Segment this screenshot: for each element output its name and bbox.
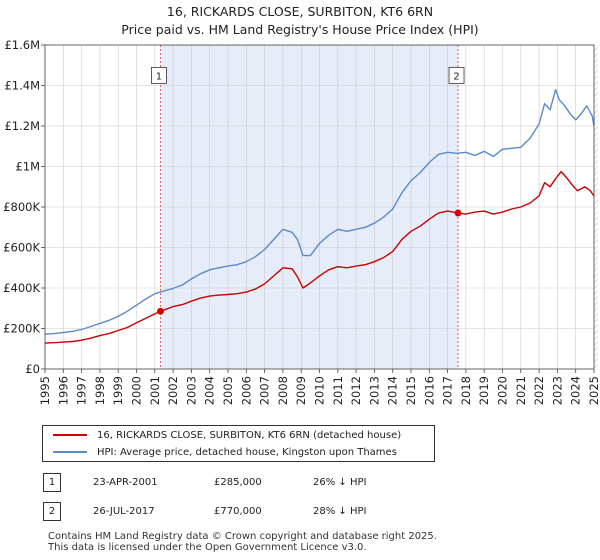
x-tick-label: 2003 <box>184 376 198 405</box>
legend-item-hpi: HPI: Average price, detached house, King… <box>53 446 397 460</box>
hpi-series-line <box>44 88 595 335</box>
transaction-marker: 2 <box>43 502 61 521</box>
x-tick-label: 2010 <box>313 376 327 405</box>
legend-line-red <box>53 434 87 436</box>
footer-copyright: Contains HM Land Registry data © Crown c… <box>48 531 437 542</box>
x-tick-label: 2016 <box>422 376 436 405</box>
x-tick-label: 2005 <box>221 376 235 405</box>
chart-title: 16, RICKARDS CLOSE, SURBITON, KT6 6RN Pr… <box>0 3 600 39</box>
y-tick-label: £600K <box>3 241 40 255</box>
y-tick-label: £800K <box>3 200 40 214</box>
transaction-date: 23-APR-2001 <box>93 477 158 488</box>
transaction-price: £285,000 <box>214 477 262 488</box>
transaction-box <box>448 66 465 84</box>
future-hatch <box>594 45 598 369</box>
legend-item-property: 16, RICKARDS CLOSE, SURBITON, KT6 6RN (d… <box>53 429 401 443</box>
x-tick-label: 2014 <box>386 376 400 405</box>
x-tick-label: 1999 <box>111 376 125 405</box>
transaction-hpi-diff: 26% ↓ HPI <box>313 477 367 488</box>
property-series-line <box>44 170 595 344</box>
x-tick-label: 2021 <box>514 376 528 405</box>
sale-point <box>157 307 164 315</box>
legend-line-blue <box>53 451 87 453</box>
x-tick-label: 2018 <box>459 376 473 405</box>
x-tick-label: 2024 <box>569 376 583 405</box>
x-tick-label: 2017 <box>441 376 455 405</box>
y-tick-label: £1.6M <box>4 38 40 52</box>
transaction-hpi-diff: 28% ↓ HPI <box>313 506 367 517</box>
x-tick-label: 2011 <box>331 376 345 405</box>
transaction-row: 2 26-JUL-2017 £770,000 28% ↓ HPI <box>0 502 600 522</box>
price-chart: £0 £200K £400K £600K £800K £1M £1.2M £1.4M £1.6M… <box>3 38 600 405</box>
x-tick-label: 2007 <box>258 376 272 405</box>
x-tick-label: 2013 <box>367 376 381 405</box>
y-tick-label: £1M <box>15 160 40 174</box>
legend-label-property: 16, RICKARDS CLOSE, SURBITON, KT6 6RN (d… <box>97 430 402 441</box>
x-tick-label: 2022 <box>532 376 546 405</box>
x-tick-label: 2002 <box>166 376 180 405</box>
x-tick-label: 2009 <box>294 376 308 405</box>
footer: Contains HM Land Registry data © Crown c… <box>48 531 437 553</box>
transaction-box-label: 1 <box>156 71 162 82</box>
x-tick-label: 1996 <box>56 376 70 405</box>
y-tick-label: £1.2M <box>4 119 40 133</box>
x-tick-label: 2023 <box>550 376 564 405</box>
y-tick-label: £400K <box>3 281 40 295</box>
x-tick-label: 2012 <box>349 376 363 405</box>
x-tick-label: 2001 <box>148 376 162 405</box>
x-tick-label: 2000 <box>130 376 144 405</box>
x-tick-label: 1995 <box>38 376 52 405</box>
transaction-row: 1 23-APR-2001 £285,000 26% ↓ HPI <box>0 473 600 493</box>
transaction-price: £770,000 <box>214 506 262 517</box>
subtitle-line: Price paid vs. HM Land Registry's House … <box>121 22 479 37</box>
x-tick-label: 2015 <box>404 376 418 405</box>
x-tick-label: 2020 <box>496 376 510 405</box>
y-tick-label: £1.4M <box>4 79 40 93</box>
transaction-marker: 1 <box>43 473 61 492</box>
y-tick-label: £200K <box>3 322 40 336</box>
x-tick-label: 1998 <box>93 376 107 405</box>
x-tick-label: 2025 <box>587 376 600 405</box>
y-tick-label: £0 <box>25 362 40 376</box>
transaction-box-label: 2 <box>453 71 459 82</box>
title-line: 16, RICKARDS CLOSE, SURBITON, KT6 6RN <box>166 4 434 19</box>
x-tick-label: 1997 <box>75 376 89 405</box>
x-tick-label: 2004 <box>203 376 217 405</box>
legend-label-hpi: HPI: Average price, detached house, King… <box>97 447 397 458</box>
transaction-date: 26-JUL-2017 <box>93 506 155 517</box>
x-tick-label: 2006 <box>239 376 253 405</box>
x-tick-label: 2019 <box>477 376 491 405</box>
x-tick-label: 2008 <box>276 376 290 405</box>
transaction-box <box>151 66 167 84</box>
legend: 16, RICKARDS CLOSE, SURBITON, KT6 6RN (d… <box>42 425 435 462</box>
footer-licence: This data is licensed under the Open Gov… <box>48 542 367 553</box>
sale-point <box>454 209 462 217</box>
